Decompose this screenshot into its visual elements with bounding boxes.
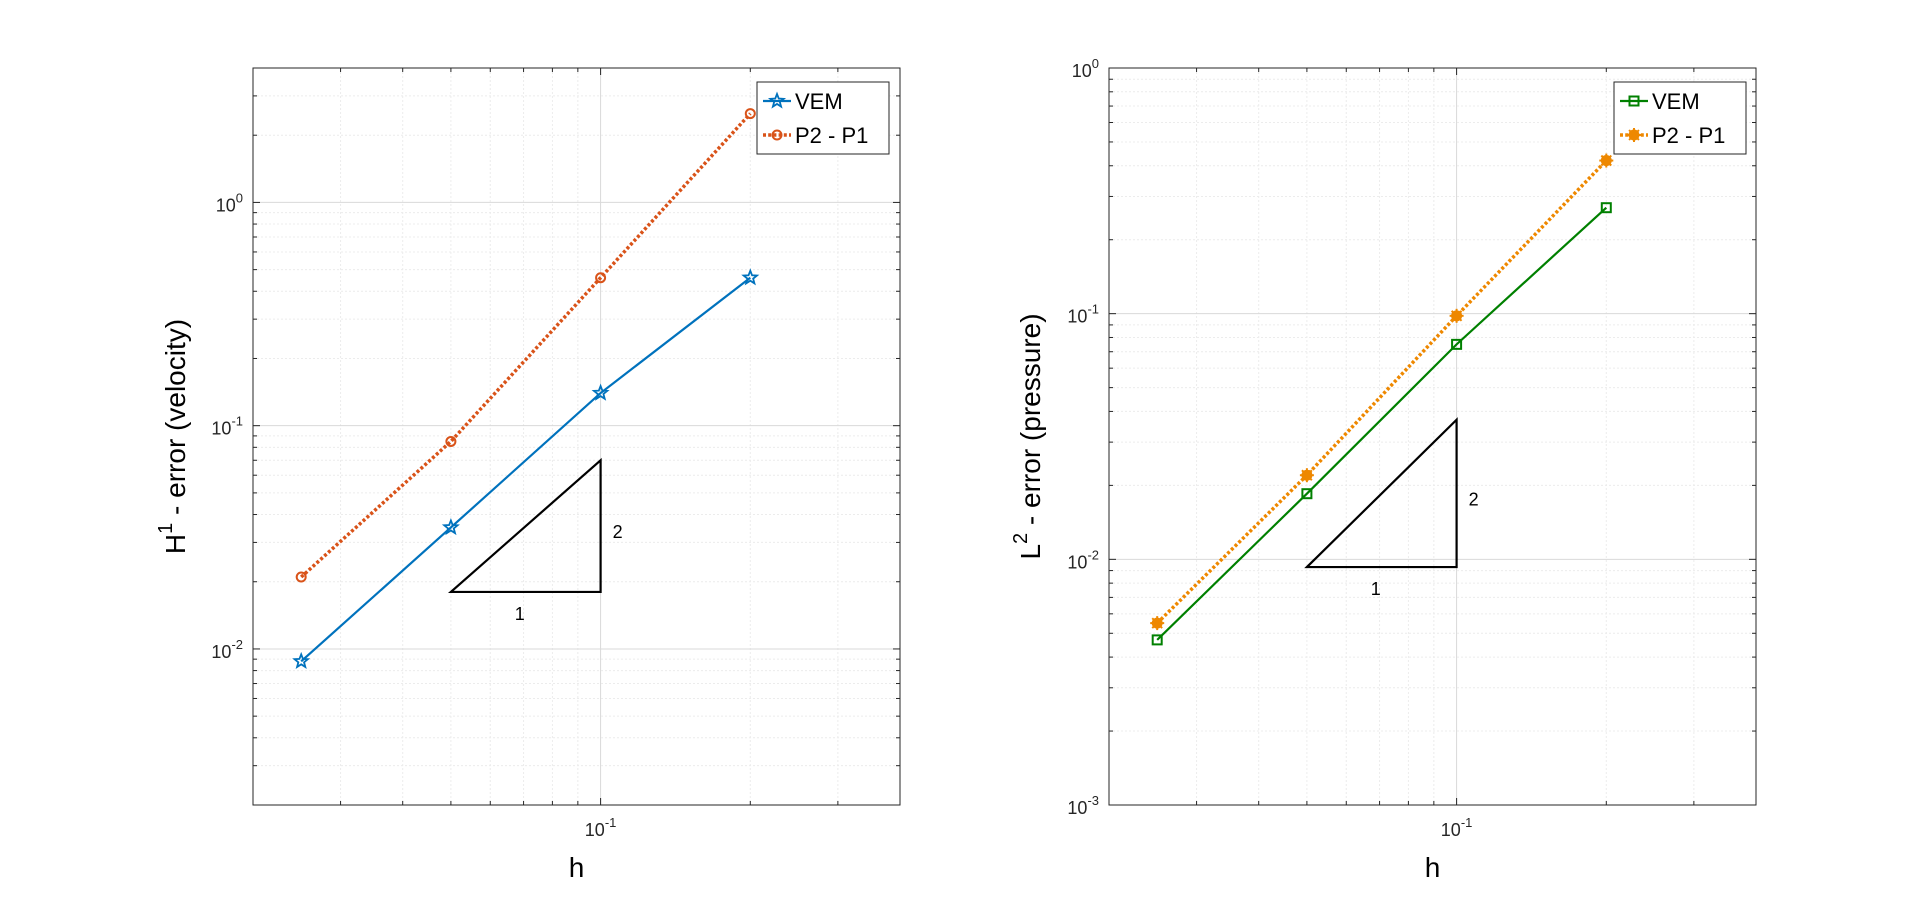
- series-line: [1155, 159, 1608, 625]
- legend-marker: [771, 129, 783, 141]
- legend-marker: [1627, 128, 1641, 142]
- data-point: [744, 108, 756, 120]
- x-axis-label: h: [1425, 852, 1441, 883]
- legend-box: [756, 81, 890, 155]
- x-axis-label: h: [569, 852, 585, 883]
- slope-triangle-shape: [447, 457, 602, 594]
- data-point: [445, 435, 457, 447]
- legend: VEM P2 - P1: [1613, 81, 1747, 155]
- axis-ticks: [1109, 68, 1756, 805]
- x-tick-label: 10-1: [585, 815, 617, 840]
- data-point: [1449, 308, 1464, 323]
- slope-triangle-shape: [1304, 417, 1458, 569]
- data-point: [1150, 616, 1165, 631]
- y-axis-label: H1 - error (velocity): [155, 319, 191, 554]
- y-tick-label: 10-1: [1067, 302, 1099, 327]
- series-line: [300, 276, 751, 663]
- legend-box: [1613, 81, 1747, 155]
- plot-area: [1109, 68, 1756, 805]
- series-line: [300, 112, 752, 579]
- data-point: [1151, 634, 1163, 646]
- x-tick-label: 10-1: [1441, 815, 1473, 840]
- legend-marker: [1628, 95, 1640, 107]
- data-point: [1600, 202, 1612, 214]
- slope-run-label: 1: [1371, 579, 1381, 599]
- slope-rise-label: 2: [613, 522, 623, 542]
- axes-box: [1108, 67, 1757, 806]
- chart-panel-2: 10-1 10-3 10-2 10-1 100 h L2 - error (pressure…: [1010, 56, 1757, 883]
- y-tick-label: 10-3: [1067, 793, 1099, 818]
- y-tick-label: 100: [1072, 56, 1099, 81]
- y-tick-label: 10-2: [1067, 547, 1099, 572]
- data-point: [1299, 468, 1314, 483]
- data-point: [595, 272, 607, 284]
- slope-rise-label: 2: [1469, 489, 1479, 509]
- y-tick-label: 10-2: [211, 637, 243, 662]
- y-axis-label: L2 - error (pressure): [1010, 313, 1046, 559]
- grid: [1109, 68, 1756, 805]
- data-point: [591, 383, 610, 401]
- slope-triangle: 12: [1304, 417, 1479, 599]
- series-vem: [1151, 202, 1612, 646]
- series-p2-p1: [295, 108, 756, 583]
- data-point: [292, 651, 311, 670]
- axis-ticks: [253, 68, 900, 805]
- legend-label: VEM: [1652, 89, 1700, 114]
- slope-run-label: 1: [515, 604, 525, 624]
- legend-label: VEM: [795, 89, 843, 114]
- y-tick-label: 100: [216, 190, 243, 215]
- data-point: [1599, 153, 1614, 168]
- series-vem: [292, 268, 760, 670]
- data-point: [441, 517, 460, 536]
- legend: VEM P2 - P1: [756, 81, 890, 155]
- data-point: [295, 571, 307, 583]
- data-point: [1301, 488, 1313, 500]
- legend-label: P2 - P1: [1652, 123, 1725, 148]
- plot-area: [253, 68, 900, 805]
- axes-box: [252, 67, 901, 806]
- series-line: [1156, 206, 1608, 641]
- data-point: [741, 268, 760, 286]
- slope-triangle: 12: [447, 457, 623, 624]
- legend-label: P2 - P1: [795, 123, 868, 148]
- y-tick-label: 10-1: [211, 414, 243, 439]
- data-point: [1451, 338, 1463, 350]
- legend-marker: [767, 91, 787, 109]
- series-p2-p1: [1150, 153, 1614, 631]
